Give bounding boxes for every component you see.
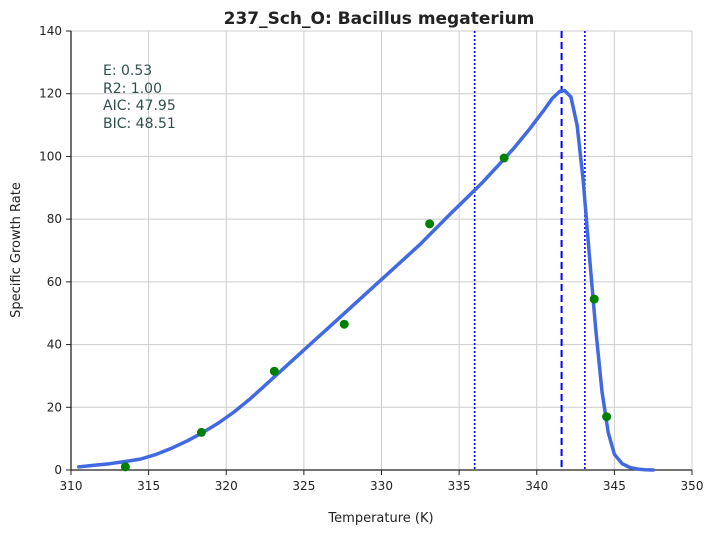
- chart-title: 237_Sch_O: Bacillus megaterium: [224, 9, 535, 29]
- stat-aic: AIC: 47.95: [103, 98, 176, 114]
- stat-e: E: 0.53: [103, 63, 152, 79]
- stat-bic: BIC: 48.51: [103, 116, 176, 132]
- x-tick-label: 325: [292, 479, 315, 493]
- x-tick-label: 345: [603, 479, 626, 493]
- data-point: [589, 294, 599, 304]
- observed-points: [120, 153, 612, 472]
- data-point: [196, 427, 206, 437]
- x-ticks: 310 315 320 325 330 335 340 345 350: [60, 470, 704, 493]
- fitted-curve: [77, 88, 655, 472]
- x-tick-label: 340: [525, 479, 548, 493]
- y-tick-label: 100: [39, 149, 62, 163]
- x-axis-label: Temperature (K): [327, 511, 433, 526]
- y-tick-label: 120: [39, 87, 62, 101]
- data-point: [499, 153, 509, 163]
- y-tick-label: 0: [54, 463, 62, 477]
- y-axis-label: Specific Growth Rate: [9, 182, 24, 318]
- stat-r2: R2: 1.00: [103, 81, 162, 97]
- x-tick-label: 330: [370, 479, 393, 493]
- y-ticks: 0 20 40 60 80 100 120 140: [39, 24, 71, 477]
- y-tick-label: 20: [47, 400, 62, 414]
- y-tick-label: 140: [39, 24, 62, 38]
- x-tick-label: 335: [448, 479, 471, 493]
- x-tick-label: 320: [215, 479, 238, 493]
- x-tick-label: 310: [60, 479, 83, 493]
- y-tick-label: 40: [47, 338, 62, 352]
- grid: [71, 30, 693, 470]
- reference-lines: [473, 31, 586, 470]
- y-tick-label: 60: [47, 275, 62, 289]
- x-tick-label: 315: [137, 479, 160, 493]
- data-point: [425, 219, 435, 229]
- stats-box: E: 0.53 R2: 1.00 AIC: 47.95 BIC: 48.51: [103, 63, 176, 132]
- data-point: [602, 412, 612, 422]
- data-point: [339, 319, 349, 329]
- x-tick-label: 350: [681, 479, 704, 493]
- data-point: [269, 366, 279, 376]
- y-tick-label: 80: [47, 212, 62, 226]
- fitted-curve-group: [77, 88, 655, 472]
- data-point: [120, 462, 130, 472]
